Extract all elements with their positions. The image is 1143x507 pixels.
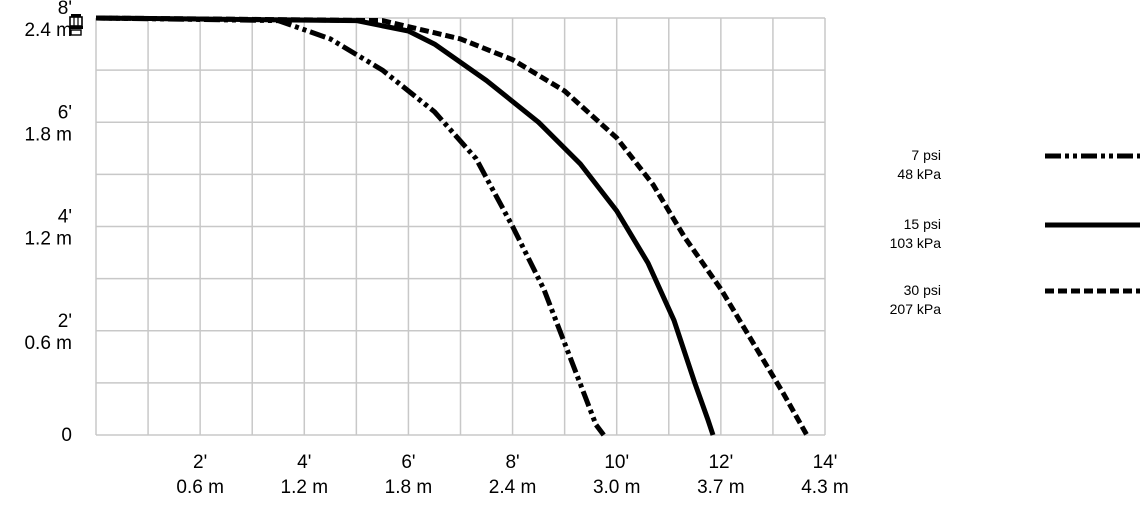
x-tick-label-m: 3.0 m — [593, 477, 641, 498]
x-tick-label-ft: 8' — [505, 452, 519, 473]
y-tick-label-m: 1.2 m — [24, 229, 72, 250]
x-tick-label-m: 2.4 m — [489, 477, 537, 498]
x-tick-label-ft: 12' — [708, 452, 733, 473]
x-tick-label-m: 1.2 m — [281, 477, 329, 498]
legend-label-metric: 207 kPa — [890, 301, 942, 317]
legend-label: 7 psi — [911, 147, 941, 163]
x-tick-label-ft: 6' — [401, 452, 415, 473]
legend-label: 15 psi — [904, 216, 941, 232]
series-lines — [95, 15, 809, 437]
y-tick-labels: 0 2'0.6 m 4'1.2 m 6'1.8 m 8'2.4 m — [24, 0, 72, 446]
x-tick-label-m: 0.6 m — [176, 477, 224, 498]
legend-label-metric: 48 kPa — [897, 166, 941, 182]
y-tick-label-ft: 0 — [61, 425, 72, 446]
x-tick-label-ft: 2' — [193, 452, 207, 473]
chart-legend: 7 psi 48 kPa 15 psi 103 kPa 30 psi 207 kPa — [890, 147, 1140, 317]
y-tick-label-ft: 8' — [58, 0, 72, 19]
y-tick-label-m: 0.6 m — [24, 333, 72, 354]
series-line-15-psi — [95, 15, 716, 436]
chart-axes — [95, 18, 825, 436]
x-tick-label-m: 1.8 m — [385, 477, 433, 498]
y-tick-label-m: 1.8 m — [24, 124, 72, 145]
sprinkler-head-icon — [69, 14, 83, 36]
legend-label-metric: 103 kPa — [890, 235, 942, 251]
legend-label: 30 psi — [904, 282, 941, 298]
x-tick-label-m: 3.7 m — [697, 477, 745, 498]
y-tick-label-ft: 4' — [58, 207, 72, 228]
x-tick-label-m: 4.3 m — [801, 477, 849, 498]
x-tick-label-ft: 10' — [604, 452, 629, 473]
y-tick-label-ft: 6' — [58, 102, 72, 123]
x-tick-label-ft: 4' — [297, 452, 311, 473]
x-tick-labels: 2' 0.6 m 4' 1.2 m 6' 1.8 m 8' 2.4 m 10' 3.0 m 12' 3… — [176, 452, 848, 498]
y-tick-label-m: 2.4 m — [24, 20, 72, 41]
series-line-30-psi — [95, 15, 809, 437]
chart-grid — [96, 17, 826, 435]
y-tick-label-ft: 2' — [58, 311, 72, 332]
x-tick-label-ft: 14' — [813, 452, 838, 473]
series-line-7-psi — [95, 15, 606, 437]
